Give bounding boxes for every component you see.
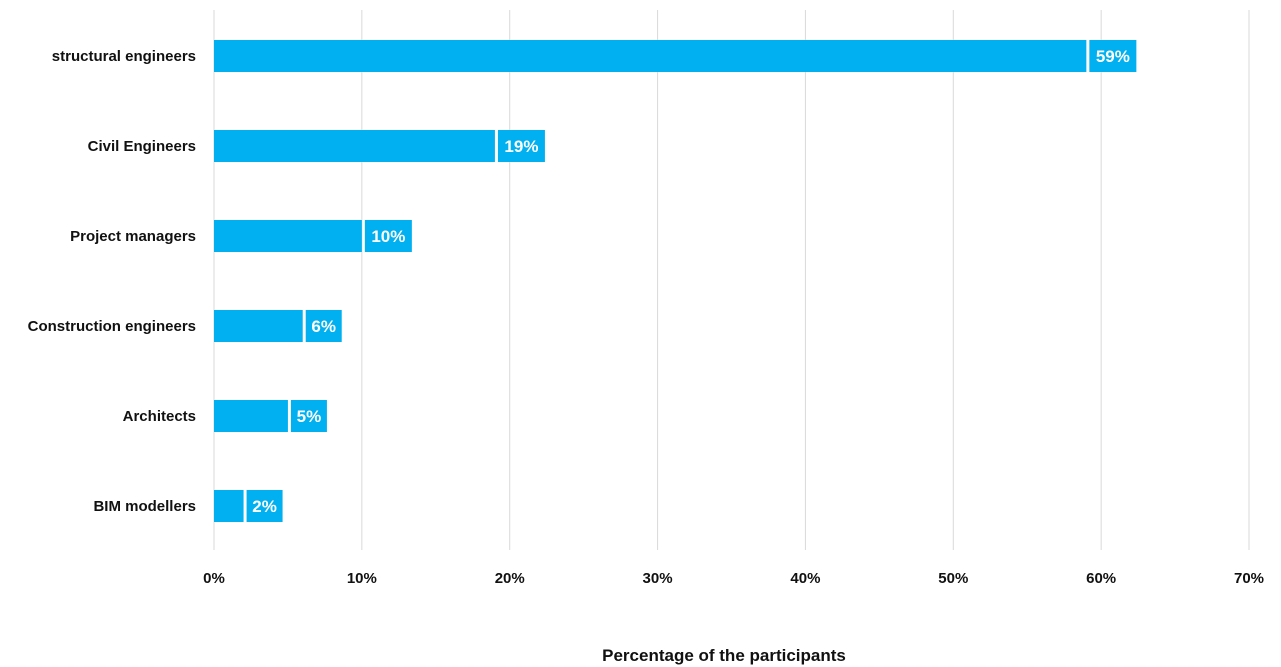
grid [213, 10, 1250, 550]
category-label: BIM modellers [93, 498, 196, 515]
x-tick-labels: 0% 10% 20% 30% 40% 50% 60% 70% [203, 570, 1264, 587]
bar [214, 40, 1087, 72]
x-tick-label: 30% [643, 570, 673, 587]
x-tick-label: 0% [203, 570, 225, 587]
data-label: 10% [371, 227, 405, 246]
data-label-box [290, 400, 327, 432]
category-label: Project managers [70, 228, 196, 245]
bar [214, 310, 303, 342]
category-labels: structural engineers Civil Engineers Proje… [28, 48, 196, 515]
data-label: 6% [311, 317, 336, 336]
x-axis-title: Percentage of the participants [602, 646, 846, 665]
data-label: 59% [1096, 47, 1130, 66]
data-label: 19% [504, 137, 538, 156]
bar [214, 130, 495, 162]
data-label-box [1089, 40, 1137, 72]
data-label: 2% [252, 497, 277, 516]
data-label-box [497, 130, 545, 162]
x-tick-label: 50% [938, 570, 968, 587]
x-tick-label: 40% [790, 570, 820, 587]
category-label: Architects [123, 408, 196, 425]
x-tick-label: 10% [347, 570, 377, 587]
category-label: structural engineers [52, 48, 196, 65]
x-tick-label: 20% [495, 570, 525, 587]
bar [214, 220, 362, 252]
data-label-box [364, 220, 412, 252]
bars: 59% 19% 10% 6% 5% 2% [214, 40, 1137, 522]
x-tick-label: 60% [1086, 570, 1116, 587]
bar [214, 400, 288, 432]
data-label-box [305, 310, 342, 342]
data-label: 5% [297, 407, 322, 426]
bar [214, 490, 244, 522]
data-label-box [246, 490, 283, 522]
category-label: Civil Engineers [88, 138, 196, 155]
x-tick-label: 70% [1234, 570, 1264, 587]
category-label: Construction engineers [28, 318, 196, 335]
